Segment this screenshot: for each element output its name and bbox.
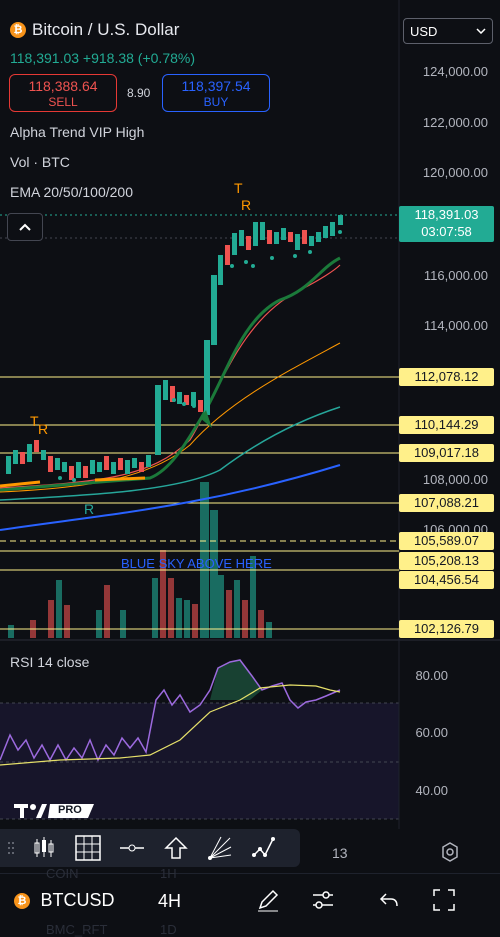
level-tag[interactable]: 109,017.18 <box>399 444 494 462</box>
undo-button[interactable] <box>377 888 401 917</box>
collapse-indicators-button[interactable] <box>7 213 43 241</box>
current-price-tag: 118,391.03 03:07:58 <box>399 206 494 242</box>
ghost-text: 1H <box>160 866 177 881</box>
ema-200-line <box>0 464 341 531</box>
fan-icon <box>208 836 232 860</box>
level-tag[interactable]: 105,208.13 <box>399 552 494 570</box>
chart-annotation[interactable]: BLUE SKY ABOVE HERE <box>121 556 272 571</box>
rsi-line <box>0 659 341 762</box>
grid-icon <box>75 835 101 861</box>
level-tag[interactable]: 107,088.21 <box>399 494 494 512</box>
indicator-alpha-trend[interactable]: Alpha Trend VIP High <box>10 124 145 140</box>
buy-price: 118,397.54 <box>181 78 251 94</box>
pen-icon <box>258 889 279 912</box>
rsi-fill <box>210 660 262 700</box>
rsi-tick: 60.00 <box>415 725 448 740</box>
signal-dots <box>58 230 342 482</box>
chart-type-button[interactable] <box>22 829 66 867</box>
symbol-title[interactable]: ₿ Bitcoin / U.S. Dollar <box>10 20 179 40</box>
sell-label: SELL <box>48 95 78 109</box>
marker-r: R <box>38 421 49 437</box>
level-tag[interactable]: 104,456.54 <box>399 571 494 589</box>
horizontal-line-button[interactable] <box>110 829 154 867</box>
drawing-toolbar <box>0 829 300 867</box>
symbol-button[interactable]: ₿ BTCUSD <box>14 890 114 911</box>
marker-r: R <box>241 197 252 213</box>
title-text: Bitcoin / U.S. Dollar <box>32 20 180 39</box>
level-tag[interactable]: 112,078.12 <box>399 368 494 386</box>
currency-select[interactable]: USD <box>403 18 493 44</box>
level-tag[interactable]: 110,144.29 <box>399 416 494 434</box>
axis-label: 124,000.00 <box>422 64 488 79</box>
horizontal-line-icon <box>120 844 144 852</box>
buy-button[interactable]: 118,397.54 BUY <box>162 74 270 112</box>
fan-tool-button[interactable] <box>198 829 242 867</box>
rsi-tick: 80.00 <box>415 668 448 683</box>
candles-icon <box>34 837 54 857</box>
ema-100-line <box>0 406 341 501</box>
sell-price: 118,388.64 <box>28 78 98 94</box>
chevron-down-icon <box>476 28 486 34</box>
sell-button[interactable]: 118,388.64 SELL <box>9 74 117 112</box>
undo-icon <box>379 893 398 907</box>
indicator-volume[interactable]: Vol · BTC <box>10 154 70 170</box>
grid-button[interactable] <box>66 829 110 867</box>
axis-label: 122,000.00 <box>422 115 488 130</box>
tradingview-logo: PRO <box>14 802 94 820</box>
rsi-tick: 40.00 <box>415 783 448 798</box>
currency-value: USD <box>410 23 438 39</box>
marker-t: T <box>30 413 39 429</box>
indicators-button[interactable] <box>311 888 335 917</box>
gear-icon <box>442 842 458 862</box>
ghost-text: 1D <box>160 922 177 937</box>
interval-button[interactable]: 4H <box>158 891 182 911</box>
alpha-trend-line <box>0 256 341 492</box>
tv-pro-badge: PRO <box>58 804 82 816</box>
fullscreen-button[interactable] <box>432 888 456 917</box>
rsi-ma-line <box>0 684 341 766</box>
fullscreen-icon <box>433 889 455 911</box>
volume-bars <box>8 482 272 638</box>
price-change: 118,391.03 +918.38 (+0.78%) <box>10 50 196 66</box>
buy-label: BUY <box>203 95 229 109</box>
sliders-icon <box>313 891 333 909</box>
grip-icon <box>8 842 14 854</box>
spread-value: 8.90 <box>127 86 151 100</box>
candles <box>6 215 343 480</box>
time-axis-label: 13 <box>332 845 348 861</box>
axis-label: 116,000.00 <box>423 268 488 283</box>
bar-countdown: 03:07:58 <box>421 224 472 239</box>
arrow-up-icon <box>164 836 188 859</box>
ghost-text: COIN <box>46 866 79 881</box>
symbol-text: BTCUSD <box>40 890 115 910</box>
tv-logo-icon <box>14 804 94 818</box>
chart-settings-button[interactable] <box>440 842 460 867</box>
bitcoin-icon: ₿ <box>14 892 30 909</box>
marker-t: T <box>234 180 243 196</box>
draw-button[interactable] <box>256 888 280 917</box>
path-tool-button[interactable] <box>242 829 286 867</box>
path-icon <box>252 837 275 857</box>
bottom-bar: COIN 1H BMC_RFT 1D ₿ BTCUSD 4H <box>0 866 500 937</box>
ghost-text: BMC_RFT <box>46 922 108 937</box>
ema-50-line <box>0 342 341 493</box>
axis-label: 120,000.00 <box>422 165 488 180</box>
indicator-ema[interactable]: EMA 20/50/100/200 <box>10 184 133 200</box>
bitcoin-icon: ₿ <box>10 22 26 38</box>
chevron-up-icon <box>19 223 31 231</box>
arrow-up-button[interactable] <box>154 829 198 867</box>
marker-r: R <box>84 501 95 517</box>
axis-label: 108,000.00 <box>422 472 488 487</box>
drag-handle[interactable] <box>0 829 22 867</box>
level-tag[interactable]: 102,126.79 <box>399 620 494 638</box>
rsi-label[interactable]: RSI 14 close <box>10 654 90 670</box>
level-tag[interactable]: 105,589.07 <box>399 532 494 550</box>
current-price-value: 118,391.03 <box>414 207 479 222</box>
axis-label: 114,000.00 <box>423 318 488 333</box>
level-lines <box>0 376 399 630</box>
